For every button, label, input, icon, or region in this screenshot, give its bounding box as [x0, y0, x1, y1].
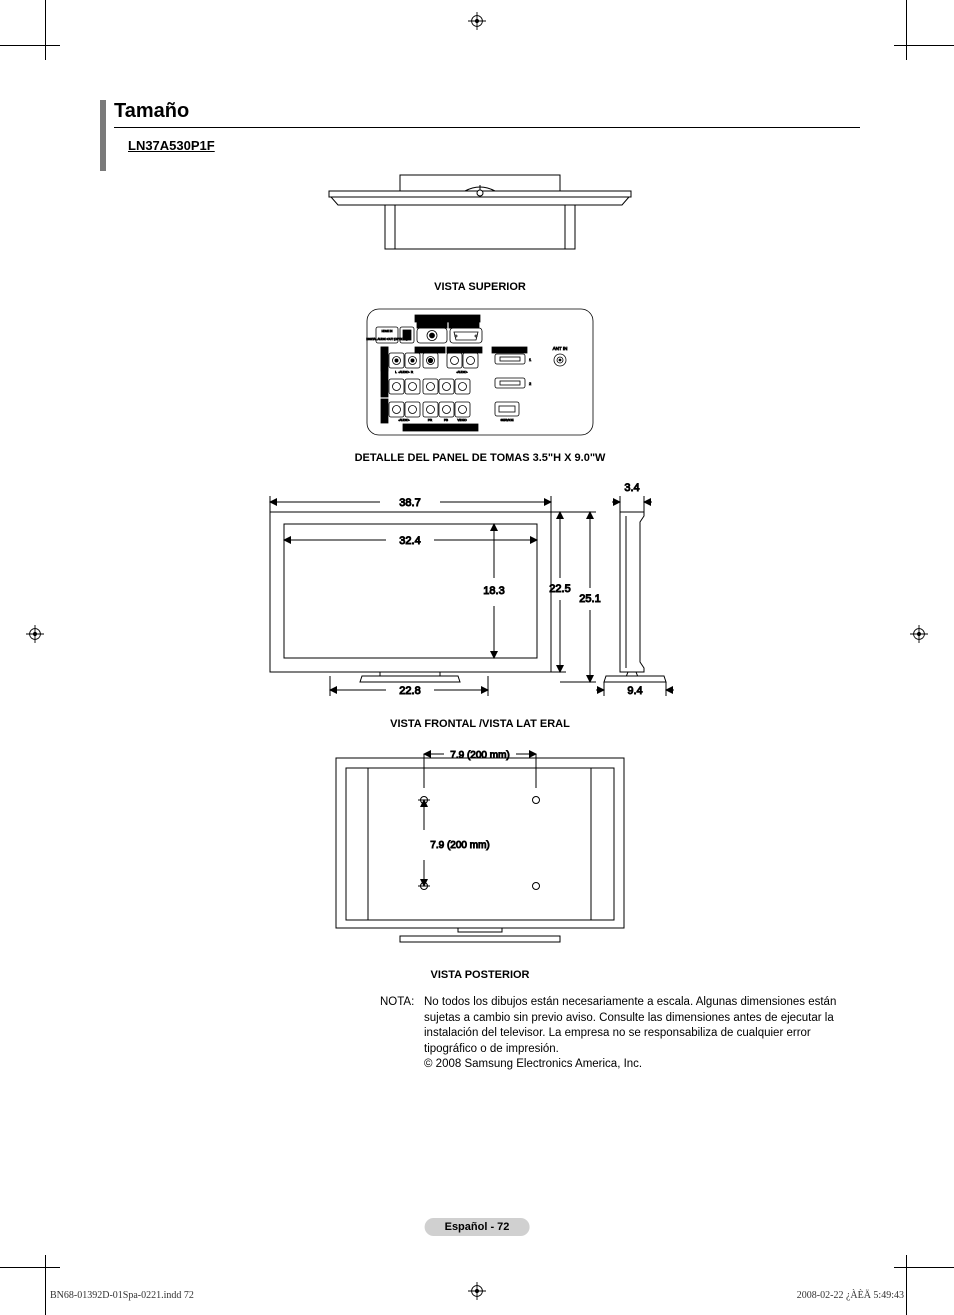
port-label: -AUDIO- — [398, 418, 410, 422]
note-label: NOTA: — [380, 995, 414, 1011]
port-label: PC — [462, 324, 467, 328]
registration-mark-icon — [26, 625, 44, 643]
port-label: HDMI IN — [503, 349, 515, 353]
figure-front-side: 38.7 32.4 18.3 22.8 — [100, 478, 860, 730]
crop-mark — [894, 45, 954, 46]
port-label: -AUDIO- — [398, 370, 410, 374]
port-label: VIDEO — [457, 418, 467, 422]
figure-jack-panel: PC IN AUDIO PC HDMI IN DIGITAL AUDIO OUT… — [100, 307, 860, 464]
dim-label: 22.5 — [549, 583, 570, 595]
port-label: -AUDIO- — [456, 370, 468, 374]
port-label: COMPONENT IN — [426, 426, 454, 430]
page-content: Tamaño LN37A530P1F VISTA SUPERIOR — [100, 100, 860, 1073]
section-accent-bar — [100, 100, 106, 171]
crop-mark — [0, 45, 60, 46]
crop-mark — [894, 1267, 954, 1268]
dim-label: 7.9 (200 mm) — [450, 750, 509, 761]
section-divider — [114, 127, 860, 128]
crop-mark — [0, 1267, 60, 1268]
registration-mark-icon — [910, 625, 928, 643]
section-header: Tamaño LN37A530P1F — [100, 100, 860, 171]
registration-mark-icon — [468, 12, 486, 30]
port-label: DVD (HDMI2) — [455, 349, 474, 353]
port-label: R — [411, 370, 414, 374]
dim-label: 22.8 — [399, 685, 420, 697]
port-label: PB — [444, 418, 448, 422]
print-footer-left: BN68-01392D-01Spa-0221.indd 72 — [50, 1290, 194, 1301]
note-block: NOTA: No todos los dibujos están necesar… — [380, 995, 860, 1073]
copyright: © 2008 Samsung Electronics America, Inc. — [424, 1057, 860, 1073]
registration-mark-icon — [468, 1282, 486, 1300]
note-body: No todos los dibujos están necesariament… — [424, 995, 860, 1057]
port-label: EX-LINK — [424, 349, 436, 353]
dim-label: 3.4 — [624, 482, 639, 494]
port-label: 1 — [529, 357, 532, 362]
port-label: L — [395, 370, 397, 374]
dim-label: 7.9 (200 mm) — [430, 840, 489, 851]
crop-mark — [45, 1255, 46, 1315]
port-label: HDMI IN — [382, 329, 393, 333]
caption-front: VISTA FRONTAL /VISTA LAT ERAL — [100, 718, 860, 730]
port-label: SERVICE — [500, 418, 513, 422]
port-label: 2 — [529, 381, 532, 386]
caption-top: VISTA SUPERIOR — [100, 281, 860, 293]
print-footer-right: 2008-02-22 ¿ÀÈÄ 5:49:43 — [797, 1290, 904, 1301]
dim-label: 25.1 — [579, 593, 600, 605]
figure-rear-view: 7.9 (200 mm) 7.9 (200 mm) VISTA POSTERIO… — [100, 744, 860, 981]
dim-label: 32.4 — [399, 535, 420, 547]
caption-jack: DETALLE DEL PANEL DE TOMAS 3.5"H X 9.0"W — [100, 452, 860, 464]
port-label: PC IN — [442, 317, 453, 322]
dim-label: 18.3 — [483, 585, 504, 597]
crop-mark — [45, 0, 46, 60]
port-label: PR — [428, 418, 433, 422]
port-label: DIGITAL AUDIO OUT (OPTICAL) — [366, 337, 407, 341]
caption-rear: VISTA POSTERIOR — [100, 969, 860, 981]
page-number-pill: Español - 72 — [425, 1218, 530, 1236]
dim-label: 9.4 — [627, 685, 642, 697]
port-label: AUDIO — [426, 324, 437, 328]
port-label: ANT IN — [553, 346, 568, 351]
crop-mark — [906, 0, 907, 60]
crop-mark — [906, 1255, 907, 1315]
model-number: LN37A530P1F — [128, 138, 860, 153]
figure-top-view: VISTA SUPERIOR — [100, 171, 860, 293]
dim-label: 38.7 — [399, 497, 420, 509]
section-title: Tamaño — [114, 100, 860, 127]
